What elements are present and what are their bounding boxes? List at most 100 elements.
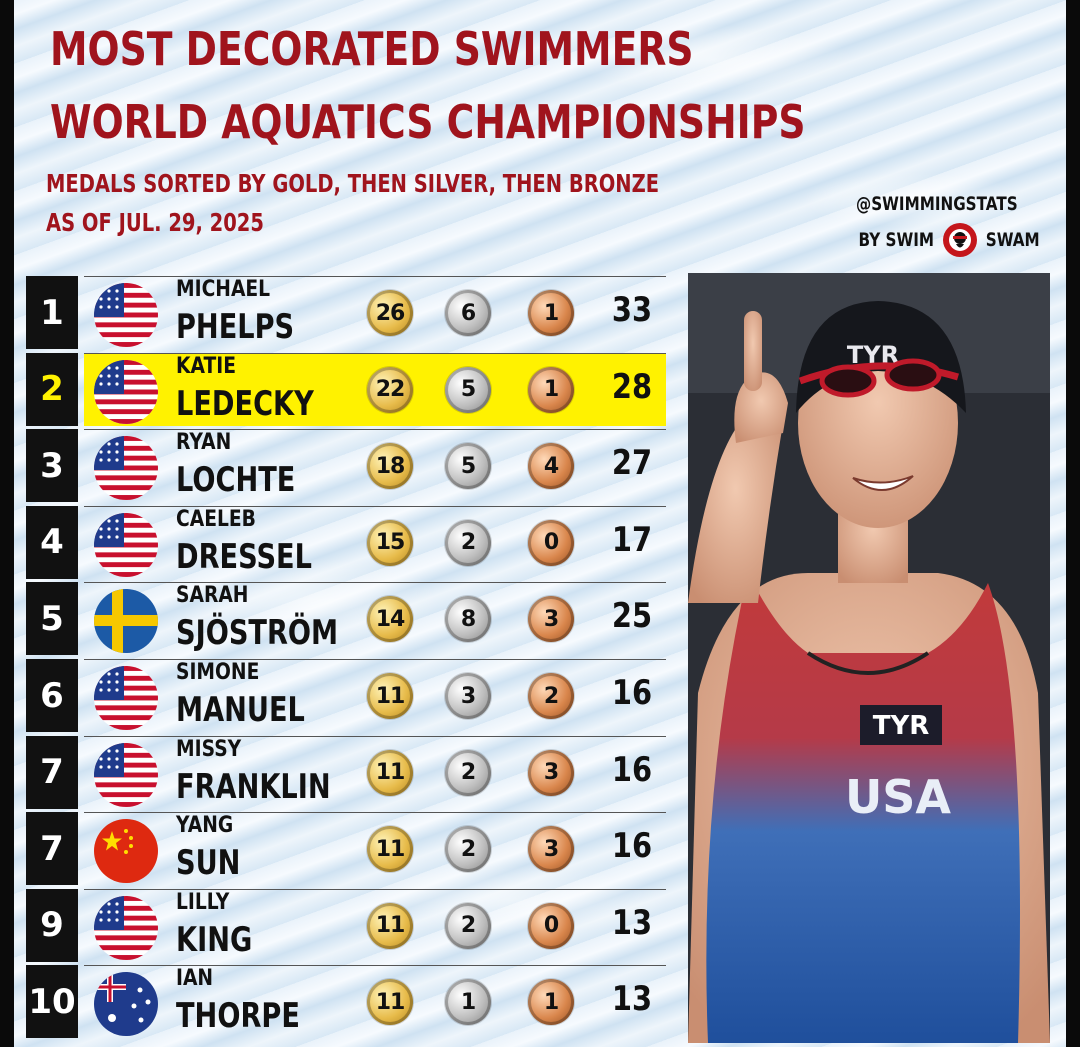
rank-box: 10 [26, 965, 78, 1039]
rank-box: 4 [26, 505, 78, 579]
swimswam-logo-icon [943, 223, 978, 257]
swimmer-last-name: THORPE [176, 996, 300, 1037]
bronze-medal-count: 1 [528, 979, 574, 1026]
usa-flag-icon [94, 742, 158, 807]
swimmer-first-name: MICHAEL [176, 277, 271, 302]
gold-medal-count: 14 [367, 596, 413, 643]
swimmer-first-name: SIMONE [176, 660, 260, 685]
swimmer-last-name: LOCHTE [176, 460, 296, 501]
bronze-medal-count: 0 [528, 902, 574, 949]
leaderboard-row: 4 CAELEB DRESSEL 15 2 0 17 [24, 505, 666, 582]
rank-box: 5 [26, 582, 78, 656]
total-medal-count: 16 [611, 673, 653, 713]
silver-medal-count: 5 [445, 443, 491, 490]
total-medal-count: 13 [611, 979, 653, 1020]
swimmer-last-name: SUN [176, 843, 241, 884]
swimmer-last-name: SJÖSTRÖM [176, 613, 339, 654]
swimmer-last-name: PHELPS [176, 307, 295, 347]
swimmer-last-name: MANUEL [176, 690, 305, 730]
swimmer-photo: TYR USA TYR [688, 273, 1050, 1043]
gold-medal-count: 22 [367, 366, 413, 413]
swimmer-first-name: KATIE [176, 353, 237, 379]
bronze-medal-count: 2 [528, 673, 574, 719]
total-medal-count: 25 [611, 596, 653, 637]
total-medal-count: 16 [611, 826, 653, 867]
silver-medal-count: 2 [445, 826, 491, 873]
swimmer-last-name: DRESSEL [176, 536, 312, 577]
credit-brand: SWAM [986, 229, 1041, 251]
usa-flag-icon [94, 895, 158, 960]
leaderboard-row: 3 RYAN LOCHTE 18 5 4 27 [24, 429, 666, 505]
gold-medal-count: 15 [367, 519, 413, 566]
swimmer-first-name: IAN [176, 966, 214, 992]
usa-flag-icon [94, 283, 158, 347]
gold-medal-count: 11 [367, 749, 413, 796]
row-divider [84, 659, 666, 660]
rank-box: 7 [26, 812, 78, 886]
row-divider [84, 505, 666, 507]
swimmer-last-name: FRANKLIN [176, 766, 331, 807]
total-medal-count: 28 [611, 366, 653, 407]
swimmer-last-name: KING [176, 919, 253, 960]
bronze-medal-count: 3 [528, 596, 574, 643]
rank-box: 6 [26, 659, 78, 732]
leaderboard-row: 7 YANG SUN 11 2 3 16 [24, 812, 666, 888]
leaderboard-row: 5 SARAH SJÖSTRÖM 14 8 3 25 [24, 582, 666, 658]
silver-medal-count: 1 [445, 979, 491, 1026]
leaderboard-row: 7 MISSY FRANKLIN 11 2 3 16 [24, 735, 666, 812]
subtitle-sort-note: MEDALS SORTED BY GOLD, THEN SILVER, THEN… [46, 169, 660, 198]
swimmer-first-name: RYAN [176, 430, 232, 456]
swimmer-first-name: SARAH [176, 583, 249, 609]
silver-medal-count: 5 [445, 366, 491, 413]
gold-medal-count: 26 [367, 290, 413, 336]
row-divider [84, 965, 666, 967]
leaderboard-row: 10 IAN THORPE 11 1 1 13 [24, 965, 666, 1041]
bronze-medal-count: 4 [528, 443, 574, 490]
row-divider [84, 735, 666, 737]
row-divider [84, 352, 666, 354]
gold-medal-count: 18 [367, 443, 413, 490]
usa-flag-icon [94, 666, 158, 730]
suit-text: USA [845, 770, 951, 824]
leaderboard-row: 2 KATIE LEDECKY 22 5 1 28 [24, 352, 666, 429]
bronze-medal-count: 3 [528, 749, 574, 796]
silver-medal-count: 2 [445, 519, 491, 566]
usa-flag-icon [94, 359, 158, 424]
china-flag-icon [94, 819, 158, 884]
silver-medal-count: 6 [445, 290, 491, 336]
rank-box: 7 [26, 735, 78, 809]
row-divider [84, 582, 666, 584]
swimmer-first-name: CAELEB [176, 506, 256, 532]
swimmer-first-name: MISSY [176, 736, 242, 762]
credit-byline: BY SWIM SWAM [849, 222, 1047, 258]
total-medal-count: 33 [611, 290, 653, 330]
credit-by: BY SWIM [858, 229, 934, 251]
suit-logo: TYR [873, 711, 930, 741]
bronze-medal-count: 3 [528, 826, 574, 873]
leaderboard-row: 1 MICHAEL PHELPS 26 6 1 33 [24, 276, 666, 352]
gold-medal-count: 11 [367, 979, 413, 1026]
total-medal-count: 13 [611, 902, 653, 943]
rank-box: 3 [26, 429, 78, 503]
leaderboard-row: 6 SIMONE MANUEL 11 3 2 16 [24, 659, 666, 735]
subtitle-date: AS OF JUL. 29, 2025 [46, 208, 264, 237]
row-divider [84, 888, 666, 890]
usa-flag-icon [94, 512, 158, 577]
bronze-medal-count: 0 [528, 519, 574, 566]
gold-medal-count: 11 [367, 673, 413, 719]
title-line-2: WORLD AQUATICS CHAMPIONSHIPS [50, 95, 806, 149]
rank-box: 1 [26, 276, 78, 349]
silver-medal-count: 2 [445, 749, 491, 796]
rank-box: 9 [26, 888, 78, 962]
rank-box: 2 [26, 352, 78, 426]
row-divider [84, 429, 666, 431]
bronze-medal-count: 1 [528, 290, 574, 336]
usa-flag-icon [94, 436, 158, 501]
sweden-flag-icon [94, 589, 158, 654]
gold-medal-count: 11 [367, 826, 413, 873]
silver-medal-count: 8 [445, 596, 491, 643]
total-medal-count: 27 [611, 443, 653, 484]
credit-handle: @SWIMMINGSTATS [856, 193, 1018, 215]
suit-logo-box [860, 705, 942, 745]
title-line-1: MOST DECORATED SWIMMERS [50, 22, 694, 76]
